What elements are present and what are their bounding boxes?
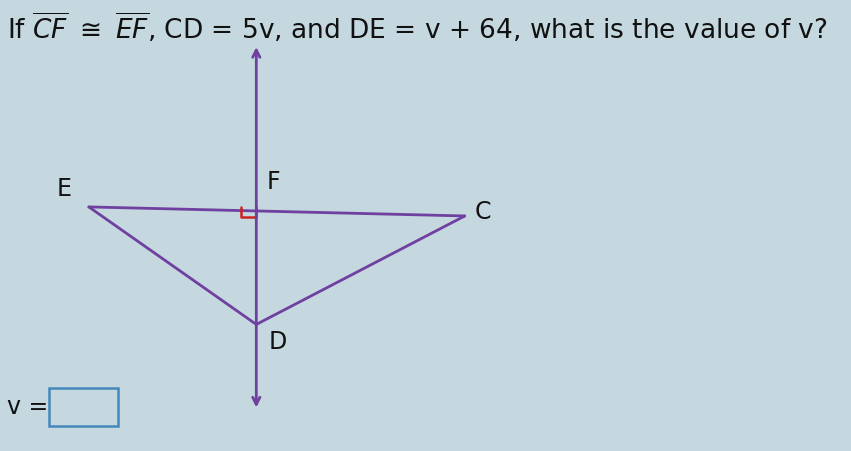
Text: D: D (269, 329, 287, 353)
Text: v =: v = (7, 394, 55, 418)
Text: C: C (475, 200, 492, 224)
Text: E: E (57, 177, 71, 201)
Text: If $\overline{CF}$ $\cong$ $\overline{EF}$, CD = 5v, and DE = v + 64, what is th: If $\overline{CF}$ $\cong$ $\overline{EF… (7, 11, 827, 45)
Text: F: F (266, 170, 280, 194)
